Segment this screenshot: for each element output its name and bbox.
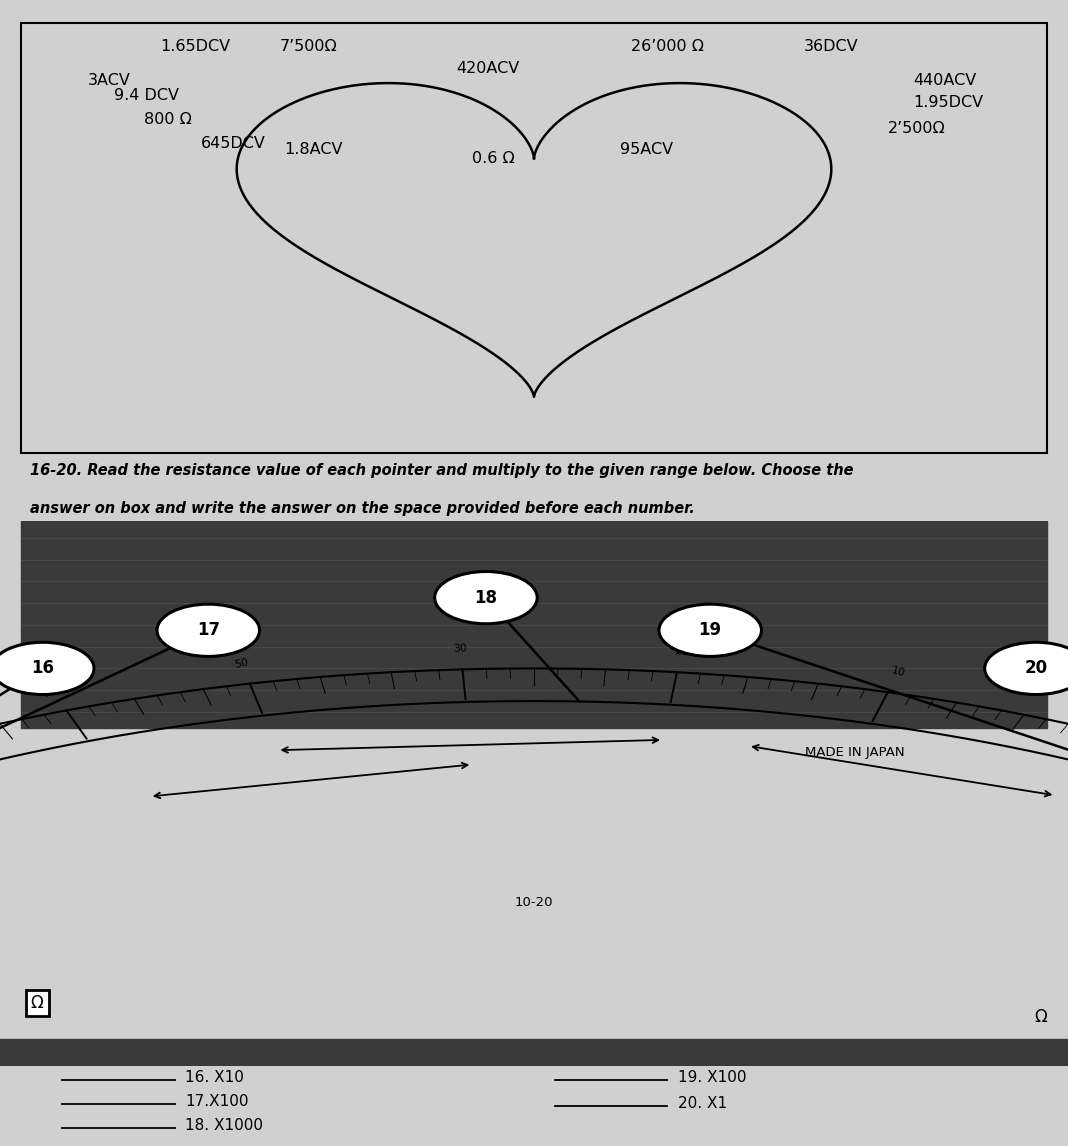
Text: MADE IN JAPAN: MADE IN JAPAN <box>804 746 905 760</box>
Text: 50: 50 <box>234 657 249 669</box>
Text: 0.6 Ω: 0.6 Ω <box>472 151 515 166</box>
Text: 95ACV: 95ACV <box>621 142 673 157</box>
Text: 17: 17 <box>197 621 220 639</box>
Text: 16: 16 <box>31 659 54 677</box>
Text: 7’500Ω: 7’500Ω <box>280 39 337 54</box>
Circle shape <box>0 642 94 694</box>
Text: 16-20. Read the resistance value of each pointer and multiply to the given range: 16-20. Read the resistance value of each… <box>30 463 853 478</box>
Text: 16. X10: 16. X10 <box>186 1070 245 1085</box>
Text: 645DCV: 645DCV <box>201 135 266 151</box>
Text: 30: 30 <box>453 643 468 654</box>
Text: 420ACV: 420ACV <box>456 61 519 76</box>
Circle shape <box>659 604 761 657</box>
Text: 440ACV: 440ACV <box>913 73 976 88</box>
Text: 3ACV: 3ACV <box>88 73 131 88</box>
Text: $\Omega$: $\Omega$ <box>30 995 45 1012</box>
Text: $\Omega$: $\Omega$ <box>1034 1007 1049 1026</box>
Text: answer on box and write the answer on the space provided before each number.: answer on box and write the answer on th… <box>30 501 694 516</box>
Circle shape <box>157 604 260 657</box>
Text: 36DCV: 36DCV <box>804 39 859 54</box>
Bar <box>0 1038 1068 1066</box>
Text: 20: 20 <box>1024 659 1048 677</box>
Text: 1.95DCV: 1.95DCV <box>913 95 984 110</box>
Text: 18: 18 <box>474 589 498 606</box>
Text: 2’500Ω: 2’500Ω <box>888 120 945 135</box>
Text: 17.X100: 17.X100 <box>186 1094 249 1109</box>
Text: 9.4 DCV: 9.4 DCV <box>113 88 178 103</box>
Text: 1.8ACV: 1.8ACV <box>284 142 343 157</box>
Circle shape <box>985 642 1068 694</box>
Text: 20: 20 <box>674 646 689 658</box>
Circle shape <box>435 572 537 623</box>
Text: 19. X100: 19. X100 <box>677 1070 747 1085</box>
Text: 10: 10 <box>891 666 907 678</box>
Text: 10-20: 10-20 <box>515 896 553 909</box>
Text: 800 Ω: 800 Ω <box>144 112 192 127</box>
Text: 26’000 Ω: 26’000 Ω <box>631 39 704 54</box>
Text: 1.65DCV: 1.65DCV <box>160 39 231 54</box>
Text: 100: 100 <box>42 683 63 699</box>
Text: 18. X1000: 18. X1000 <box>186 1118 264 1133</box>
Text: 19: 19 <box>698 621 722 639</box>
Bar <box>21 521 1047 729</box>
Text: 20. X1: 20. X1 <box>677 1096 726 1110</box>
